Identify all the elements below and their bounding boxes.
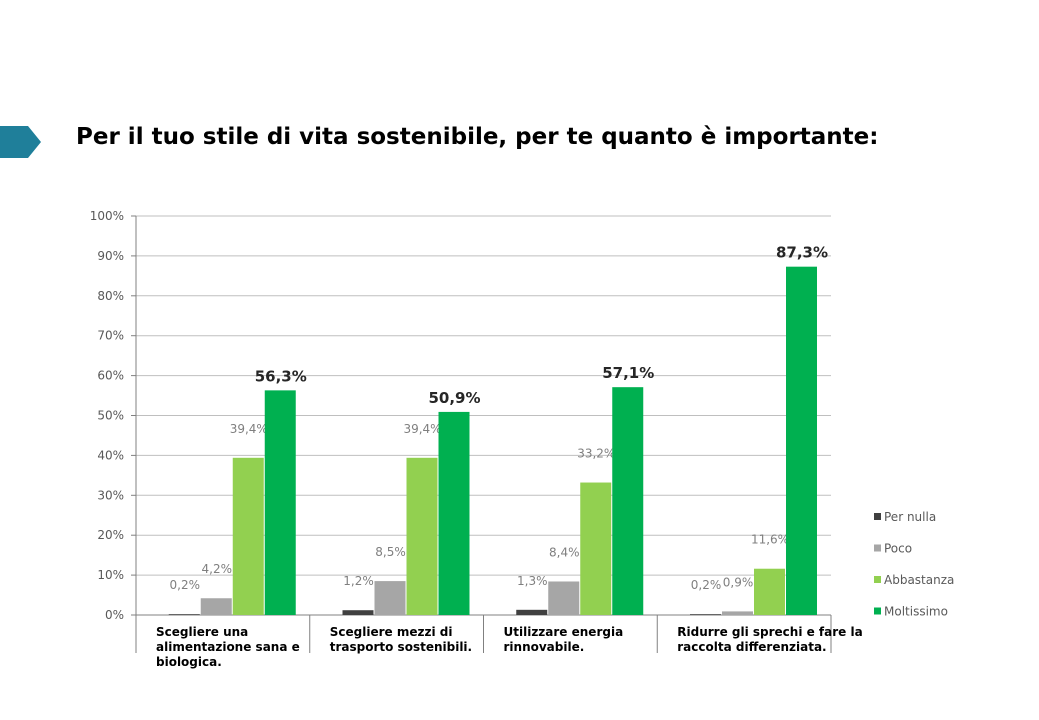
legend-swatch (874, 576, 881, 583)
category-label: raccolta differenziata. (677, 640, 826, 654)
legend-label: Abbastanza (884, 573, 954, 587)
bar-poco (548, 581, 580, 615)
data-label: 11,6% (751, 533, 789, 547)
category-label: trasporto sostenibili. (330, 640, 472, 654)
bar-moltissimo (264, 390, 296, 615)
legend-swatch (874, 544, 881, 552)
bar-poco (374, 581, 406, 615)
y-tick-label: 0% (105, 608, 124, 622)
legend-swatch (874, 607, 881, 615)
data-label: 4,2% (202, 562, 233, 576)
y-tick-label: 90% (97, 249, 124, 263)
bar-moltissimo (438, 411, 470, 615)
bar-poco (722, 611, 753, 615)
y-tick-label: 10% (97, 568, 124, 582)
category-label: biologica. (156, 655, 222, 669)
bar-per-nulla (342, 610, 374, 615)
y-tick-label: 100% (90, 209, 124, 223)
y-tick-label: 40% (97, 448, 124, 462)
legend-swatch (874, 513, 881, 520)
y-tick-label: 20% (97, 528, 124, 542)
bar-abbastanza (232, 457, 264, 615)
category-label: alimentazione sana e (156, 640, 300, 654)
y-tick-label: 70% (97, 329, 124, 343)
data-label: 0,2% (170, 578, 201, 592)
data-label: 50,9% (428, 389, 480, 407)
legend-label: Per nulla (884, 510, 936, 524)
bar-per-nulla (516, 609, 548, 615)
y-tick-label: 50% (97, 409, 124, 423)
data-label: 33,2% (577, 447, 615, 461)
data-label: 56,3% (255, 367, 307, 385)
legend-label: Moltissimo (884, 605, 948, 619)
y-tick-label: 80% (97, 289, 124, 303)
data-label: 8,5% (375, 545, 406, 559)
data-label: 1,3% (517, 574, 548, 588)
y-tick-label: 60% (97, 369, 124, 383)
bar-per-nulla (690, 614, 721, 615)
y-tick-label: 30% (97, 488, 124, 502)
bar-per-nulla (168, 614, 200, 615)
bar-moltissimo (612, 387, 644, 615)
category-label: Utilizzare energia (504, 625, 624, 639)
data-label: 1,2% (343, 574, 374, 588)
category-label: rinnovabile. (504, 640, 585, 654)
title-marker-arrow (0, 126, 41, 158)
bar-poco (200, 598, 232, 615)
data-label: 57,1% (602, 364, 654, 382)
page-title: Per il tuo stile di vita sostenibile, pe… (76, 124, 879, 150)
data-label: 39,4% (230, 422, 268, 436)
bar-abbastanza (754, 568, 785, 615)
category-label: Scegliere mezzi di (330, 625, 453, 639)
category-label: Scegliere una (156, 625, 248, 639)
legend-label: Poco (884, 542, 912, 556)
bar-moltissimo (786, 266, 817, 615)
data-label: 0,2% (691, 578, 722, 592)
data-label: 0,9% (723, 575, 754, 589)
data-label: 87,3% (776, 244, 828, 262)
bar-abbastanza (580, 482, 612, 615)
category-label: Ridurre gli sprechi e fare la (677, 625, 862, 639)
bar-abbastanza (406, 457, 438, 615)
data-label: 39,4% (403, 422, 441, 436)
data-label: 8,4% (549, 545, 580, 559)
